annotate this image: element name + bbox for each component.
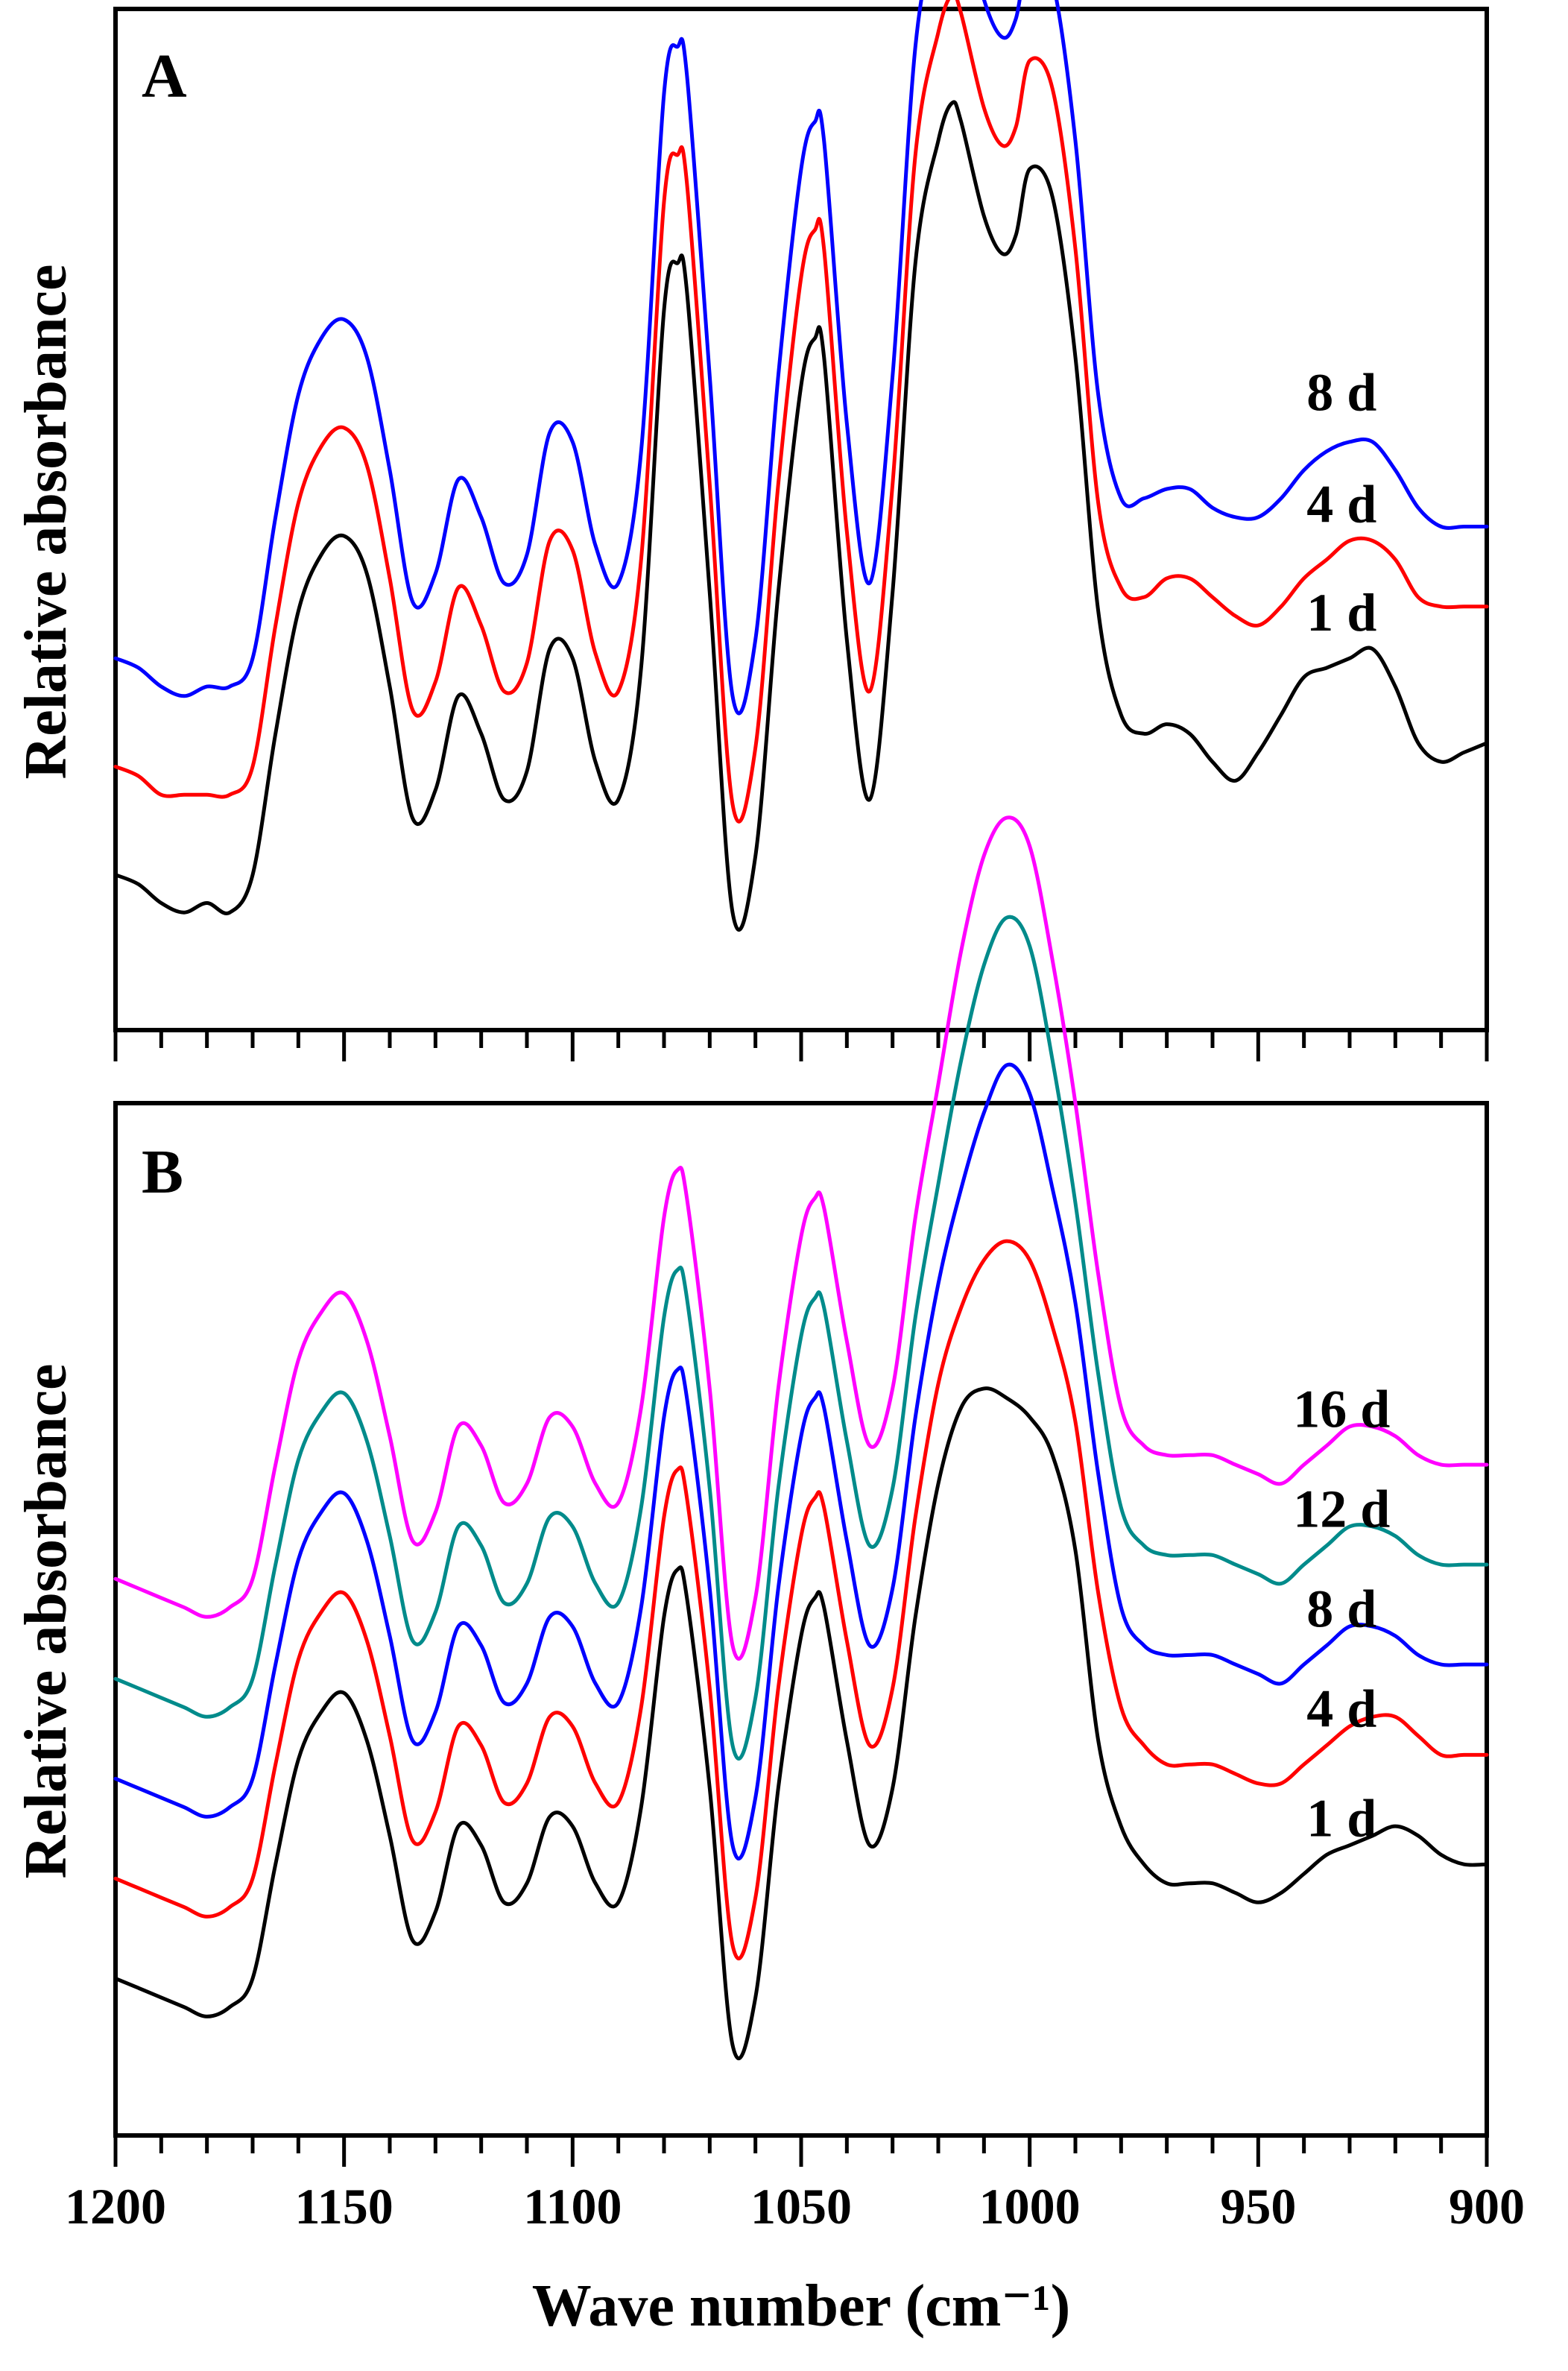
panel-b-xtick-label-900: 900 [1449,2178,1525,2235]
panel-b-series [113,815,1489,2060]
panel-b-series-8d [113,1062,1489,1860]
panel-a-ylabel: Relative absorbance [13,264,79,779]
panel-b-label-12d: 12 d [1293,1480,1390,1539]
panel-a-letter: A [142,42,187,111]
panel-a-label-4d: 4 d [1306,475,1376,534]
panel-b-label-16d: 16 d [1293,1380,1390,1439]
panel-b-letter: B [142,1137,183,1207]
panel-a-xticks [113,1030,1489,1061]
panel-b-xtick-label-1100: 1100 [523,2178,622,2235]
panel-a-series [113,0,1489,932]
panel-b-xticks [113,2135,1489,2167]
panel-a-series-4d [113,0,1489,824]
panel-b-series-4d [113,1239,1489,1960]
x-axis-label: Wave number (cm⁻¹) [532,2273,1070,2339]
panel-b-series-12d [113,915,1489,1761]
panel-b-ylabel: Relative absorbance [13,1363,79,1878]
panel-b-series-1d [113,1386,1489,2060]
panel-a-label-1d: 1 d [1306,583,1376,643]
panel-b-xtick-label-1050: 1050 [750,2178,852,2235]
panel-b-label-1d: 1 d [1306,1788,1376,1848]
panel-b-series-labels: 1 d 4 d 8 d 12 d 16 d [1293,1380,1390,1849]
panel-a-series-labels: 1 d 4 d 8 d [1306,362,1376,642]
panel-b-label-4d: 4 d [1306,1679,1376,1739]
panel-a-series-1d [113,100,1489,932]
panel-b-xtick-label-950: 950 [1220,2178,1296,2235]
panel-b-xtick-label-1150: 1150 [295,2178,393,2235]
panel-b-label-8d: 8 d [1306,1579,1376,1639]
panel-a: A Relative absorbance 1 d 4 d 8 d [13,0,1489,1061]
panel-a-series-8d [113,0,1489,716]
panel-b-xtick-label-1000: 1000 [979,2178,1081,2235]
panel-b-xtick-label-1200: 1200 [65,2178,166,2235]
panel-a-label-8d: 8 d [1306,362,1376,422]
panel-b: B Relative absorbance 1200 1150 1100 1050 10… [13,815,1525,2339]
panel-b-xtick-labels: 1200 1150 1100 1050 1000 950 900 [65,2178,1525,2235]
panel-b-frame [113,1101,1489,2138]
panel-b-series-16d [113,815,1489,1661]
